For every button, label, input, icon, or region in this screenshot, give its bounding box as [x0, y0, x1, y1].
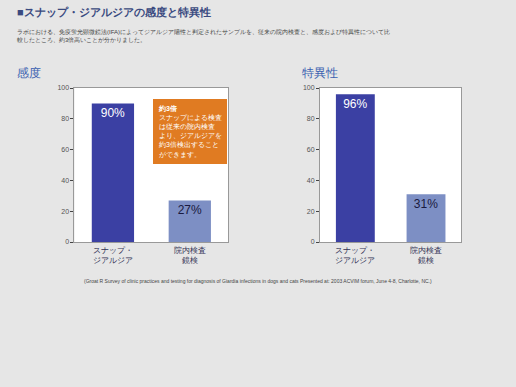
svg-text:特異性: 特異性	[302, 66, 338, 80]
svg-text:90%: 90%	[101, 106, 125, 120]
svg-text:約3倍スナップによる検査は従来の院内検査より、ジアルジアを約: 約3倍スナップによる検査は従来の院内検査より、ジアルジアを約3倍検出することがで…	[158, 104, 222, 159]
svg-text:スナップ・ジアルジア: スナップ・ジアルジア	[93, 246, 133, 265]
svg-text:40: 40	[307, 177, 315, 184]
svg-text:20: 20	[307, 208, 315, 215]
svg-text:ラボにおける、免疫蛍光顕微鏡法(IFA)によってジアルジア陽: ラボにおける、免疫蛍光顕微鏡法(IFA)によってジアルジア陽性と判定されたサンプ…	[17, 28, 390, 43]
svg-text:院内検査鏡検: 院内検査鏡検	[410, 246, 442, 265]
svg-text:96%: 96%	[343, 97, 367, 111]
svg-text:(Groat R Survey of clinic prac: (Groat R Survey of clinic practices and …	[84, 278, 432, 284]
svg-text:27%: 27%	[178, 203, 202, 217]
svg-text:感度: 感度	[17, 66, 41, 80]
svg-text:100: 100	[57, 84, 69, 91]
svg-text:80: 80	[307, 115, 315, 122]
svg-text:スナップ・ジアルジア: スナップ・ジアルジア	[335, 246, 375, 265]
svg-text:20: 20	[61, 208, 69, 215]
svg-text:院内検査鏡検: 院内検査鏡検	[174, 246, 206, 265]
svg-text:■スナップ・ジアルジアの感度と特異性: ■スナップ・ジアルジアの感度と特異性	[17, 6, 211, 19]
svg-text:80: 80	[61, 115, 69, 122]
svg-text:60: 60	[61, 146, 69, 153]
svg-text:100: 100	[303, 84, 315, 91]
svg-text:40: 40	[61, 177, 69, 184]
svg-text:31%: 31%	[414, 197, 438, 211]
svg-text:0: 0	[65, 238, 69, 245]
svg-text:60: 60	[307, 146, 315, 153]
svg-text:0: 0	[311, 238, 315, 245]
